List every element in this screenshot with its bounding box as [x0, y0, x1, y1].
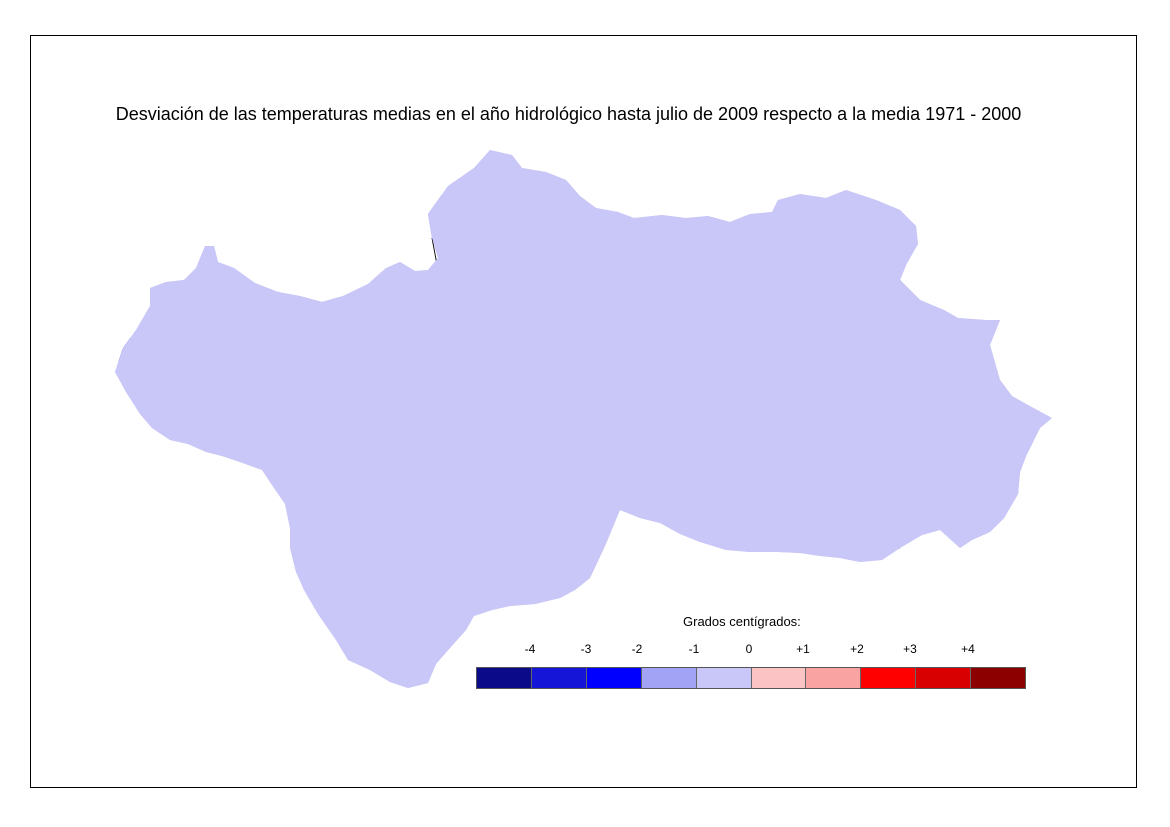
legend-swatch	[531, 668, 587, 688]
legend-swatch	[477, 668, 532, 688]
legend-tick-label: +3	[903, 642, 917, 656]
legend-tick-label: +4	[961, 642, 975, 656]
legend-title: Grados centígrados:	[683, 614, 801, 629]
legend-tick-label: -4	[524, 642, 536, 656]
legend-swatch	[641, 668, 697, 688]
figure-frame	[30, 35, 1137, 788]
legend-tick-label: -3	[580, 642, 592, 656]
legend-swatch	[861, 668, 917, 688]
legend-tick-label: +2	[850, 642, 864, 656]
legend-swatch	[971, 668, 1026, 688]
legend-tick-label: +1	[796, 642, 810, 656]
legend-tick-label: 0	[745, 642, 753, 656]
coastline-stroke	[114, 149, 1053, 689]
legend-swatch	[916, 668, 972, 688]
legend-swatch	[751, 668, 807, 688]
legend-colorbar	[476, 667, 1026, 689]
legend-tick-label: -2	[631, 642, 643, 656]
legend-swatch	[696, 668, 752, 688]
legend-swatch	[806, 668, 862, 688]
legend-swatch	[586, 668, 642, 688]
map-title: Desviación de las temperaturas medias en…	[115, 104, 1022, 124]
legend-tick-label: -1	[688, 642, 700, 656]
